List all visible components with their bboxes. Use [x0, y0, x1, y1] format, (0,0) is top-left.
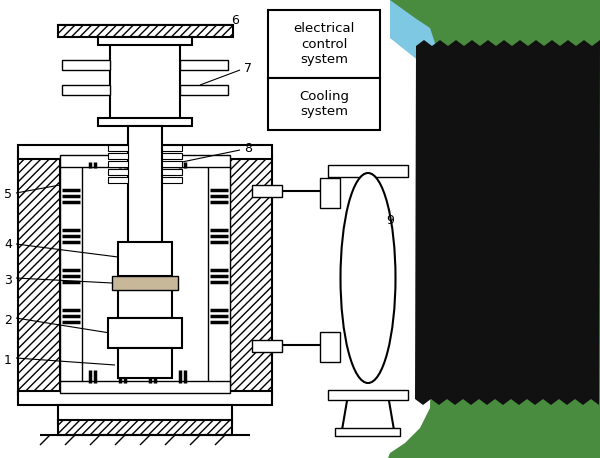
Bar — [118, 290, 172, 318]
Bar — [58, 25, 233, 37]
Bar — [335, 428, 400, 436]
Bar — [60, 381, 230, 393]
Bar — [162, 169, 182, 175]
Bar — [18, 145, 272, 159]
Bar — [320, 332, 340, 362]
Bar — [108, 153, 128, 159]
Text: Cooling
system: Cooling system — [299, 90, 349, 118]
Bar — [180, 85, 228, 95]
Bar — [62, 60, 110, 70]
Bar — [60, 165, 82, 383]
Bar — [58, 405, 232, 423]
Text: 7: 7 — [244, 61, 252, 75]
Bar — [98, 118, 192, 126]
Bar — [62, 85, 110, 95]
Bar — [110, 37, 180, 122]
Bar — [162, 153, 182, 159]
Text: 3: 3 — [4, 273, 12, 287]
Bar — [108, 169, 128, 175]
Text: 1: 1 — [4, 354, 12, 366]
Bar — [230, 155, 272, 395]
Bar — [252, 340, 282, 352]
Bar — [162, 177, 182, 183]
Bar — [268, 10, 380, 78]
Text: 4: 4 — [4, 239, 12, 251]
Text: 9: 9 — [386, 213, 394, 227]
Bar — [162, 161, 182, 167]
Bar — [108, 177, 128, 183]
Bar — [108, 161, 128, 167]
Bar — [118, 242, 172, 276]
Bar — [98, 37, 192, 45]
Text: 8: 8 — [244, 142, 252, 154]
Bar — [18, 391, 272, 405]
Bar — [252, 185, 282, 197]
Bar — [108, 318, 182, 348]
Text: 6: 6 — [231, 13, 239, 27]
Text: electrical
control
system: electrical control system — [293, 22, 355, 65]
Polygon shape — [390, 0, 600, 68]
Text: 5: 5 — [4, 189, 12, 202]
Polygon shape — [388, 0, 600, 458]
Ellipse shape — [341, 173, 395, 383]
Bar — [58, 420, 232, 435]
Bar — [112, 276, 178, 290]
Bar — [328, 165, 408, 177]
Bar — [162, 145, 182, 151]
Bar — [328, 390, 408, 400]
Bar — [208, 165, 230, 383]
Bar — [180, 60, 228, 70]
Bar — [128, 126, 162, 256]
Bar — [18, 155, 60, 395]
Bar — [268, 78, 380, 130]
Bar — [60, 155, 230, 167]
Text: 2: 2 — [4, 313, 12, 327]
Bar — [118, 348, 172, 378]
Bar — [320, 178, 340, 208]
Bar — [108, 145, 128, 151]
Polygon shape — [415, 40, 600, 405]
